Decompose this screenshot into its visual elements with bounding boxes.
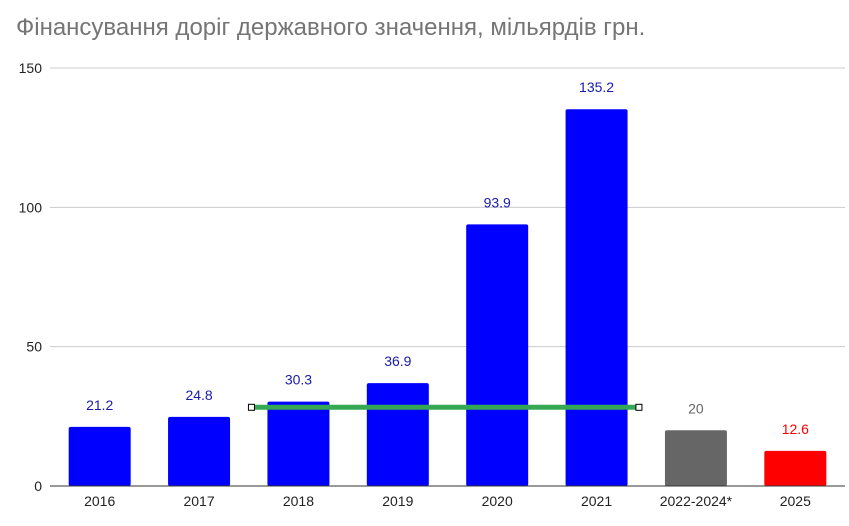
bar [664,430,727,486]
x-tick-label: 2022-2024* [660,493,733,509]
x-tick-label: 2020 [482,493,513,509]
reference-line-handle [247,403,255,411]
chart-title: Фінансування доріг державного значення, … [16,14,646,41]
x-tick-label: 2021 [581,493,612,509]
data-label: 30.3 [285,372,312,388]
x-tick-label: 2016 [84,493,115,509]
x-tick-label: 2017 [183,493,214,509]
x-tick-label: 2019 [382,493,413,509]
data-label: 24.8 [185,387,212,403]
x-tick-label: 2025 [780,493,811,509]
data-label: 93.9 [484,194,511,210]
y-tick-label: 0 [34,478,42,494]
x-tick-label: 2018 [283,493,314,509]
bar [168,416,231,486]
data-label: 12.6 [782,421,809,437]
bar [565,109,628,486]
data-label: 21.2 [86,397,113,413]
reference-line-handle [635,403,643,411]
bar [366,383,429,486]
y-tick-label: 50 [26,339,42,355]
y-tick-label: 100 [19,199,43,215]
bar [764,450,827,486]
bar [466,224,529,486]
data-label: 135.2 [579,79,614,95]
data-label: 20 [688,400,704,416]
data-label: 36.9 [384,353,411,369]
y-tick-label: 150 [19,60,43,76]
bar [68,426,131,486]
bar [267,401,330,486]
